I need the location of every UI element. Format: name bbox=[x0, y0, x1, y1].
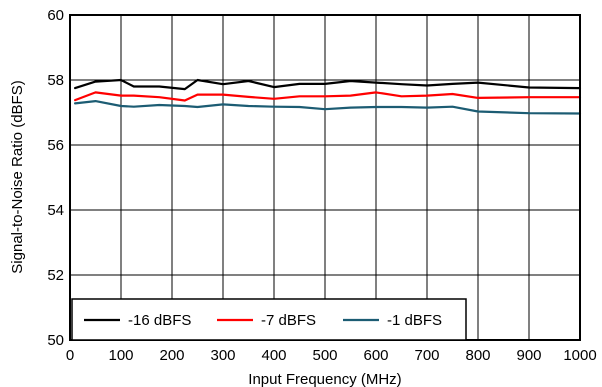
series-line-1 bbox=[73, 91, 582, 102]
x-tick-label: 1000 bbox=[563, 347, 596, 364]
y-tick-label: 52 bbox=[47, 267, 64, 284]
y-tick-label: 50 bbox=[47, 332, 64, 349]
legend-label: -7 dBFS bbox=[261, 312, 316, 329]
x-tick-label: 800 bbox=[465, 347, 490, 364]
y-axis-label: Signal-to-Noise Ratio (dBFS) bbox=[9, 80, 26, 273]
x-axis-label: Input Frequency (MHz) bbox=[248, 371, 401, 387]
series-line-2 bbox=[73, 99, 582, 115]
y-tick-label: 58 bbox=[47, 72, 64, 89]
y-tick-label: 54 bbox=[47, 202, 64, 219]
x-tick-label: 100 bbox=[108, 347, 133, 364]
grid bbox=[70, 15, 580, 340]
legend-label: -16 dBFS bbox=[128, 312, 191, 329]
series-layer bbox=[73, 78, 582, 115]
x-tick-label: 600 bbox=[363, 347, 388, 364]
x-tick-label: 700 bbox=[414, 347, 439, 364]
legend: -16 dBFS -7 dBFS -1 dBFS bbox=[71, 298, 467, 341]
x-tick-label: 300 bbox=[210, 347, 235, 364]
x-tick-label: 0 bbox=[66, 347, 74, 364]
y-tick-label: 60 bbox=[47, 7, 64, 24]
y-tick-label: 56 bbox=[47, 137, 64, 154]
x-tick-label: 500 bbox=[312, 347, 337, 364]
x-tick-label: 200 bbox=[159, 347, 184, 364]
legend-box bbox=[71, 298, 467, 341]
tick-labels: 0 100 200 300 400 500 600 700 800 900 1000 50 52 54 56… bbox=[47, 7, 596, 364]
x-tick-label: 900 bbox=[516, 347, 541, 364]
x-tick-label: 400 bbox=[261, 347, 286, 364]
series-line-0 bbox=[73, 78, 582, 91]
legend-label: -1 dBFS bbox=[387, 312, 442, 329]
